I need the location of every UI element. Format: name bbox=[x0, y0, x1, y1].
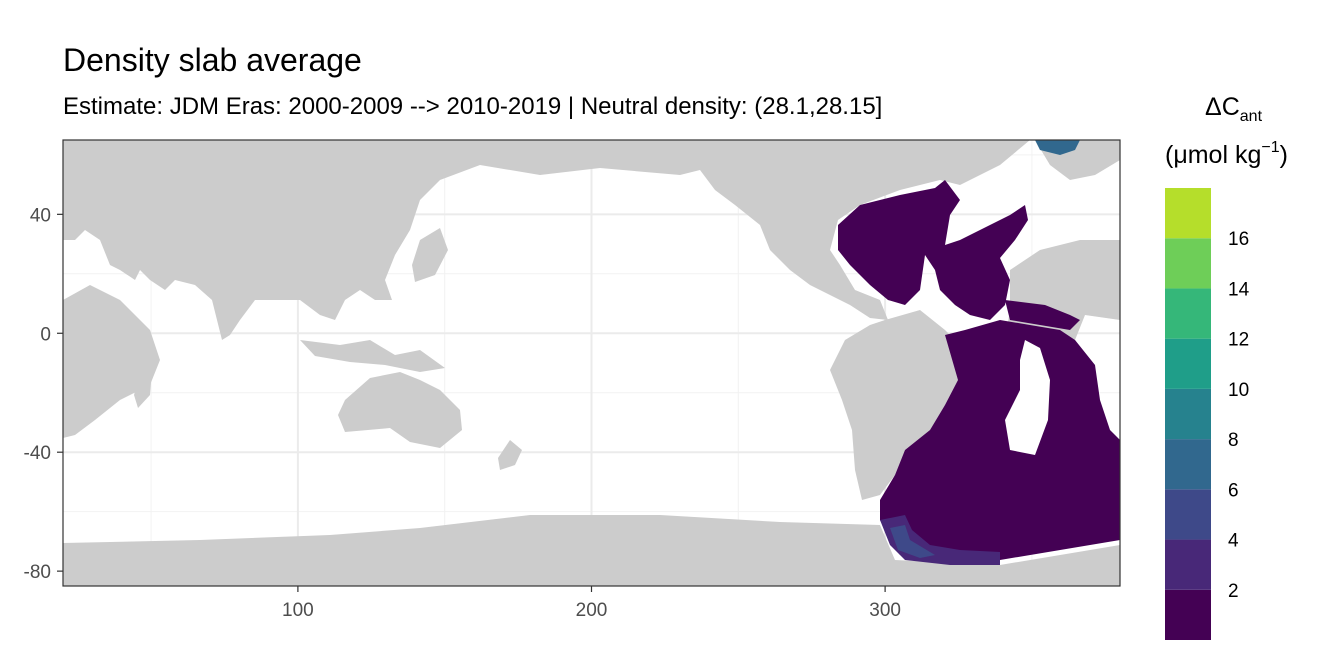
legend-unit-superscript: −1 bbox=[1261, 139, 1279, 156]
x-tick-label: 100 bbox=[282, 600, 314, 621]
data-mediterranean bbox=[1005, 300, 1080, 330]
data-north-atlantic bbox=[838, 180, 1028, 320]
legend-unit: (μmol kg−1) bbox=[1165, 139, 1288, 169]
legend-swatch bbox=[1165, 388, 1211, 440]
legend-swatch bbox=[1165, 439, 1211, 490]
land-australia bbox=[338, 372, 462, 448]
land-japan bbox=[412, 228, 448, 282]
legend-label: 8 bbox=[1228, 430, 1239, 451]
data-layer bbox=[838, 140, 1120, 565]
legend-swatch bbox=[1165, 589, 1211, 640]
land-north-america bbox=[700, 140, 1030, 320]
data-nordic-seas bbox=[1035, 140, 1080, 155]
land-south-america bbox=[830, 310, 965, 500]
land-new-zealand bbox=[498, 440, 522, 470]
legend-swatch bbox=[1165, 338, 1211, 389]
land-madagascar bbox=[134, 370, 152, 408]
y-tick-label: -80 bbox=[24, 562, 51, 583]
legend-swatch bbox=[1165, 489, 1211, 540]
land-maritime-se-asia bbox=[300, 340, 445, 372]
legend-label: 6 bbox=[1228, 480, 1239, 501]
data-weddell-inner bbox=[890, 525, 935, 558]
data-africa-hole bbox=[1005, 340, 1050, 455]
legend-swatch bbox=[1165, 238, 1211, 289]
legend: 2 4 6 8 10 12 14 16 ΔCant (μmol kg−1) bbox=[1165, 93, 1288, 640]
x-tick-label: 200 bbox=[576, 600, 608, 621]
legend-label: 14 bbox=[1228, 279, 1250, 300]
land-antarctica bbox=[63, 515, 1120, 586]
legend-title-subscript: ant bbox=[1240, 108, 1263, 125]
legend-swatch bbox=[1165, 539, 1211, 590]
legend-swatch bbox=[1165, 188, 1211, 239]
data-south-atlantic bbox=[880, 320, 1120, 560]
legend-title: ΔCant bbox=[1205, 93, 1263, 125]
legend-label: 4 bbox=[1228, 531, 1239, 552]
legend-label: 16 bbox=[1228, 229, 1249, 250]
y-tick-label: 0 bbox=[40, 324, 51, 345]
legend-label: 10 bbox=[1228, 380, 1249, 401]
y-tick-label: -40 bbox=[24, 443, 51, 464]
legend-swatch bbox=[1165, 288, 1211, 339]
chart-subtitle: Estimate: JDM Eras: 2000-2009 --> 2010-2… bbox=[63, 93, 883, 120]
chart-title: Density slab average bbox=[63, 42, 362, 78]
x-tick-label: 300 bbox=[869, 600, 901, 621]
legend-label: 12 bbox=[1228, 330, 1249, 351]
legend-label: 2 bbox=[1228, 581, 1239, 602]
land-layer bbox=[63, 140, 1120, 586]
land-eurasia bbox=[63, 140, 700, 340]
y-tick-label: 40 bbox=[30, 205, 51, 226]
land-africa-west bbox=[63, 285, 160, 438]
